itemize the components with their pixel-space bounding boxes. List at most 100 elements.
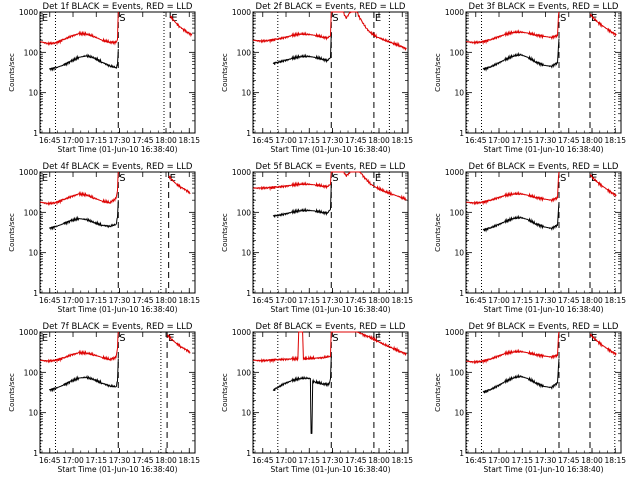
y-axis-label: Counts/sec [221, 373, 229, 412]
panel-det-9f: Det 9f BLACK = Events, RED = LLD 1 10 100 10… [434, 322, 626, 474]
x-tick-label: 16:45 [252, 136, 274, 145]
x-tick-label: 18:00 [581, 456, 603, 465]
y-tick-label: 1000 [19, 168, 38, 177]
x-tick-label: 17:45 [345, 456, 367, 465]
y-tick-label: 10 [241, 249, 251, 258]
x-axis-label: Start Time (01-Jun-10 16:38:40) [58, 145, 178, 154]
x-tick-label: 17:00 [62, 296, 84, 305]
y-axis-label: Counts/sec [221, 53, 229, 92]
marker-label: E [171, 13, 177, 24]
panel-title: Det 3f BLACK = Events, RED = LLD [469, 2, 619, 12]
x-tick-label: 17:30 [109, 456, 131, 465]
x-axis-label: Start Time (01-Jun-10 16:38:40) [271, 145, 391, 154]
axes-frame [39, 11, 196, 134]
y-tick-label: 10 [454, 249, 464, 258]
y-axis-label: Counts/sec [221, 213, 229, 252]
x-tick-label: 17:15 [511, 456, 533, 465]
x-tick-label: 18:00 [155, 456, 177, 465]
x-tick-label: 17:30 [109, 136, 131, 145]
y-tick-label: 10 [28, 89, 38, 98]
series-lld-line [252, 171, 407, 201]
panel-det-5f: Det 5f BLACK = Events, RED = LLD 1 10 100 10… [221, 162, 413, 314]
series-events-line [272, 184, 332, 218]
series-events-line [48, 49, 119, 72]
panel-title: Det 8f BLACK = Events, RED = LLD [256, 322, 406, 332]
y-tick-label: 100 [237, 48, 252, 57]
x-tick-label: 18:15 [604, 456, 626, 465]
x-tick-label: 16:45 [252, 456, 274, 465]
panel-title: Det 1f BLACK = Events, RED = LLD [43, 2, 193, 12]
y-axis-label: Counts/sec [8, 53, 16, 92]
y-axis-label: Counts/sec [434, 213, 442, 252]
x-axis-label: Start Time (01-Jun-10 16:38:40) [484, 145, 604, 154]
series-lld-line [39, 171, 119, 206]
series-lld-line [589, 333, 617, 357]
y-axis-label: Counts/sec [434, 53, 442, 92]
x-tick-label: 18:15 [178, 296, 200, 305]
x-tick-label: 16:45 [39, 456, 61, 465]
marker-label: S [332, 333, 338, 344]
x-tick-label: 16:45 [465, 296, 487, 305]
y-tick-label: 1 [33, 449, 38, 458]
x-tick-label: 17:00 [62, 136, 84, 145]
y-tick-label: 1000 [445, 328, 464, 337]
panel-title: Det 6f BLACK = Events, RED = LLD [469, 162, 619, 172]
series-events-line [48, 358, 119, 393]
y-tick-label: 1 [459, 129, 464, 138]
y-tick-label: 10 [241, 409, 251, 418]
x-tick-label: 18:15 [178, 456, 200, 465]
x-tick-label: 17:30 [535, 136, 557, 145]
axes-frame [465, 11, 622, 134]
y-tick-label: 10 [28, 249, 38, 258]
x-tick-label: 17:00 [488, 296, 510, 305]
series-events-line [482, 38, 560, 72]
x-tick-label: 18:15 [604, 296, 626, 305]
x-tick-label: 16:45 [465, 136, 487, 145]
marker-label: E [375, 13, 381, 24]
x-tick-label: 17:45 [132, 136, 154, 145]
y-axis-label: Counts/sec [8, 373, 16, 412]
axes-frame [465, 171, 622, 294]
series-lld-line [465, 171, 560, 206]
x-tick-label: 17:00 [488, 456, 510, 465]
y-tick-label: 100 [24, 48, 39, 57]
x-tick-label: 17:30 [322, 136, 344, 145]
panel-det-3f: Det 3f BLACK = Events, RED = LLD 1 10 100 10… [434, 2, 626, 154]
x-tick-label: 17:00 [488, 136, 510, 145]
y-tick-label: 1000 [232, 8, 251, 17]
x-tick-label: 17:00 [275, 136, 297, 145]
x-tick-label: 17:45 [132, 296, 154, 305]
series-lld-line [40, 331, 119, 364]
series-events-line [482, 201, 560, 233]
marker-label: S [560, 13, 566, 24]
y-tick-label: 1 [459, 289, 464, 298]
axes-frame [252, 331, 409, 454]
marker-label: E [375, 173, 381, 184]
series-lld-line [466, 331, 560, 365]
x-tick-label: 17:45 [558, 456, 580, 465]
x-axis-label: Start Time (01-Jun-10 16:38:40) [58, 465, 178, 474]
marker-label: S [332, 173, 338, 184]
x-tick-label: 17:15 [298, 456, 320, 465]
x-tick-label: 17:45 [558, 136, 580, 145]
y-tick-label: 1000 [19, 328, 38, 337]
panel-title: Det 9f BLACK = Events, RED = LLD [469, 322, 619, 332]
x-tick-label: 17:15 [511, 136, 533, 145]
panel-det-8f: Det 8f BLACK = Events, RED = LLD 1 10 100 10… [221, 322, 413, 474]
series-events-line [482, 358, 560, 394]
x-tick-label: 17:45 [132, 456, 154, 465]
marker-label: E [42, 13, 48, 24]
x-tick-label: 17:00 [275, 296, 297, 305]
y-axis-label: Counts/sec [8, 213, 16, 252]
axes-frame [465, 331, 622, 454]
x-tick-label: 18:15 [178, 136, 200, 145]
x-tick-label: 17:15 [85, 296, 107, 305]
panel-title: Det 5f BLACK = Events, RED = LLD [256, 162, 406, 172]
x-tick-label: 18:00 [155, 136, 177, 145]
panel-det-6f: Det 6f BLACK = Events, RED = LLD 1 10 100 10… [434, 162, 626, 314]
panel-det-4f: Det 4f BLACK = Events, RED = LLD 1 10 100 10… [8, 162, 200, 314]
marker-label: S [119, 333, 125, 344]
y-axis-label: Counts/sec [434, 373, 442, 412]
x-tick-label: 18:15 [391, 456, 413, 465]
